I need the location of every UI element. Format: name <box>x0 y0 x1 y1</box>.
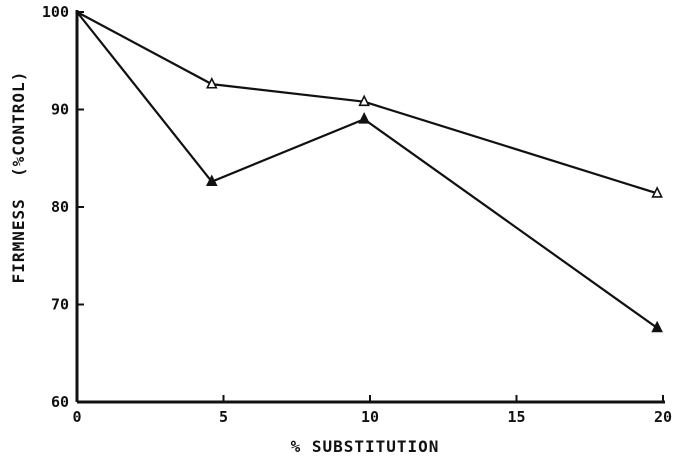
y-tick-label: 60 <box>51 393 69 411</box>
x-axis-title: % SUBSTITUTION <box>291 437 440 456</box>
open-triangle-marker <box>205 76 218 89</box>
y-tick-label: 100 <box>42 3 69 21</box>
x-tick-label: 0 <box>72 408 81 426</box>
x-tick-label: 20 <box>654 408 672 426</box>
x-tick-label: 15 <box>507 408 525 426</box>
y-tick-label: 90 <box>51 101 69 119</box>
axes <box>75 10 665 404</box>
y-tick-label: 70 <box>51 296 69 314</box>
axis-ticks: 0 5 10 15 20 60 70 80 90 100 <box>42 3 672 426</box>
filled-triangle-marker <box>651 320 663 333</box>
open-triangle-marker <box>651 186 663 198</box>
x-tick-label: 5 <box>219 408 228 426</box>
y-tick-label: 80 <box>51 198 69 216</box>
series-layer <box>76 11 663 333</box>
open-triangle-marker <box>358 94 370 107</box>
filled-triangle-marker <box>358 112 370 124</box>
series-line-2 <box>76 11 658 329</box>
x-tick-label: 10 <box>361 408 379 426</box>
y-axis-title: FIRMNESS (%CONTROL) <box>9 71 28 284</box>
series-line-1 <box>76 11 658 195</box>
filled-triangle-marker <box>205 174 218 187</box>
